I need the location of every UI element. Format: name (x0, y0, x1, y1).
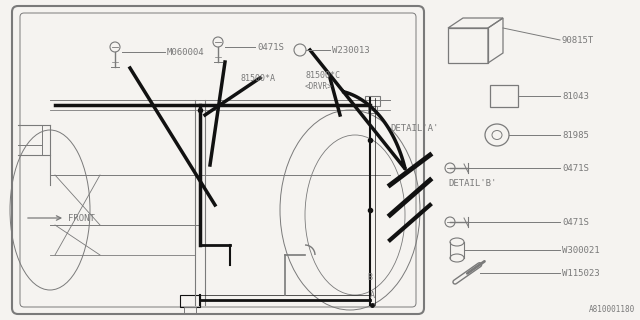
Text: FRONT: FRONT (68, 213, 95, 222)
Text: 0471S: 0471S (257, 43, 284, 52)
Text: A810001180: A810001180 (589, 305, 635, 314)
Text: <DRVR>: <DRVR> (305, 82, 333, 91)
Text: 0471S: 0471S (562, 218, 589, 227)
Text: M060004: M060004 (167, 47, 205, 57)
Text: DETAIL'B': DETAIL'B' (448, 179, 497, 188)
Bar (365, 96, 380, 106)
Text: 81985: 81985 (562, 131, 589, 140)
Bar (180, 295, 200, 307)
Text: W230013: W230013 (332, 45, 370, 54)
Text: W300021: W300021 (562, 245, 600, 254)
Text: B: B (367, 274, 372, 283)
Bar (184, 307, 196, 313)
Bar (490, 85, 518, 107)
Text: 81500*C: 81500*C (305, 70, 340, 79)
Text: A: A (370, 292, 375, 300)
Text: W115023: W115023 (562, 269, 600, 278)
Text: 90815T: 90815T (562, 36, 595, 44)
Bar (448, 28, 488, 63)
Text: 81500*A: 81500*A (240, 74, 275, 83)
Text: DETAIL'A': DETAIL'A' (390, 124, 438, 132)
Text: 0471S: 0471S (562, 164, 589, 172)
Bar (368, 106, 377, 113)
Text: 81043: 81043 (562, 92, 589, 100)
